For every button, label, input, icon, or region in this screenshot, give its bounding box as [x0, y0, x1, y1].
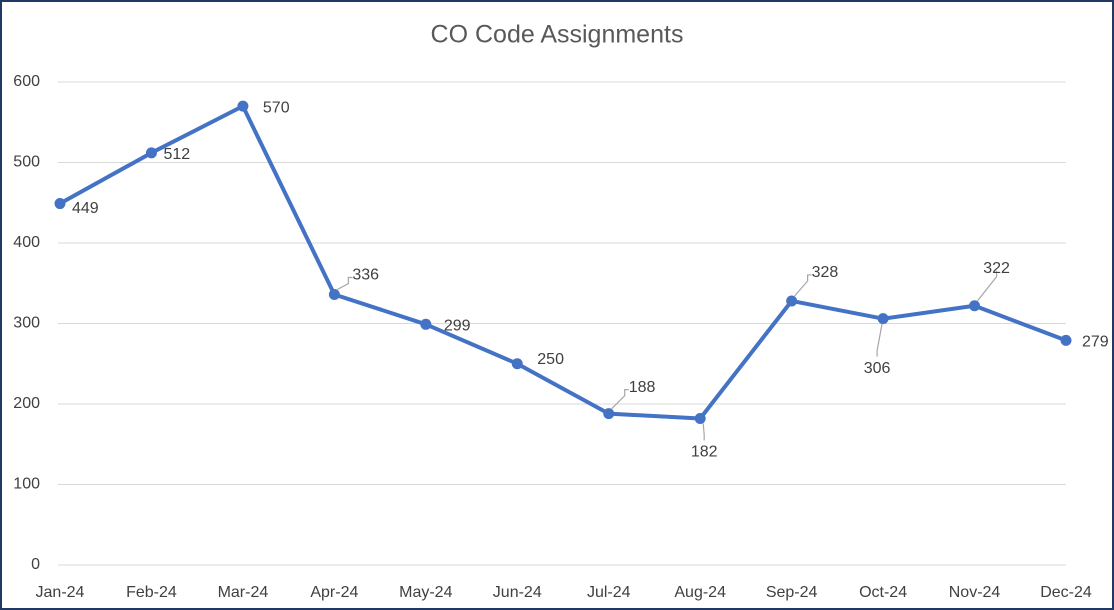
marker [694, 412, 706, 424]
data-label: 182 [691, 444, 718, 461]
y-tick-label: 600 [13, 73, 40, 90]
line [59, 104, 1067, 421]
x-tick-label: Jan-24 [36, 584, 85, 601]
leader-line [876, 323, 883, 357]
y-tick-label: 400 [13, 234, 40, 251]
data-label: 328 [812, 264, 839, 281]
data-label: 279 [1082, 334, 1109, 351]
x-tick-label: Dec-24 [1040, 584, 1092, 601]
data-label: 512 [163, 146, 190, 163]
leader-line [977, 270, 998, 302]
data-label: 250 [537, 351, 564, 368]
leader-line [702, 423, 705, 441]
data-label: 336 [352, 267, 379, 284]
marker [969, 300, 981, 312]
marker [1060, 334, 1072, 346]
data-label: 570 [263, 99, 290, 116]
x-tick-label: Jul-24 [587, 584, 631, 601]
data-label: 322 [983, 260, 1010, 277]
marker [328, 289, 340, 301]
marker [145, 147, 157, 159]
x-tick-label: Mar-24 [218, 584, 269, 601]
data-label: 299 [444, 318, 471, 335]
marker [786, 295, 798, 307]
data-label: 449 [72, 200, 99, 217]
x-tick-label: Apr-24 [310, 584, 358, 601]
x-tick-label: Sep-24 [766, 584, 818, 601]
y-tick-label: 500 [13, 154, 40, 171]
data-label: 188 [629, 379, 656, 396]
x-tick-label: May-24 [399, 584, 452, 601]
marker [237, 100, 249, 112]
leader-line [337, 276, 353, 291]
y-tick-label: 0 [31, 556, 40, 573]
leader-line [611, 389, 629, 410]
y-tick-label: 100 [13, 476, 40, 493]
leader-line [794, 274, 812, 297]
x-tick-label: Oct-24 [859, 584, 907, 601]
data-label: 306 [864, 360, 891, 377]
y-tick-label: 200 [13, 395, 40, 412]
y-tick-label: 300 [13, 315, 40, 332]
marker [54, 198, 66, 210]
chart-title: CO Code Assignments [431, 21, 684, 49]
marker [420, 318, 432, 330]
marker [877, 313, 889, 325]
marker [511, 358, 523, 370]
x-tick-label: Jun-24 [493, 584, 542, 601]
marker [603, 408, 615, 420]
x-tick-label: Feb-24 [126, 584, 177, 601]
x-tick-label: Nov-24 [949, 584, 1001, 601]
x-tick-label: Aug-24 [674, 584, 726, 601]
